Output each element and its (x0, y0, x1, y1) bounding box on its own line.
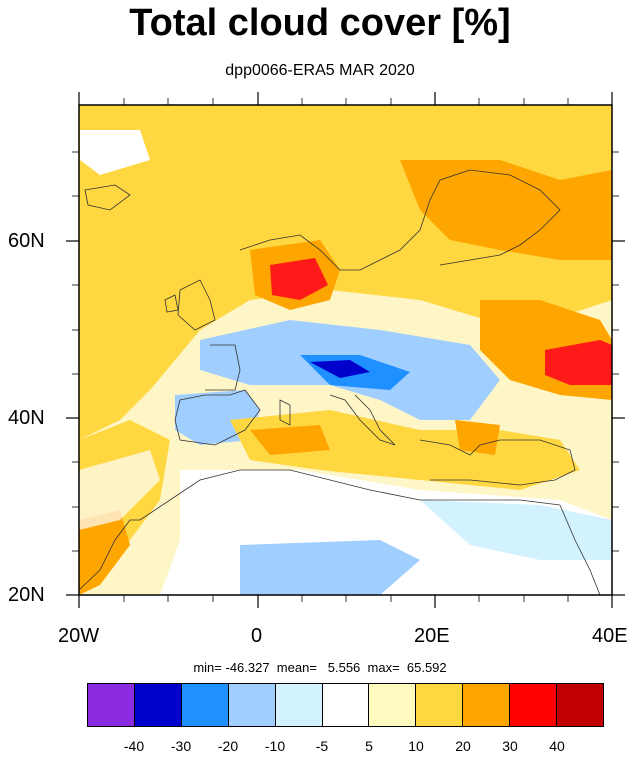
colorbar-label: -30 (170, 738, 192, 754)
anomaly-field (79, 105, 612, 595)
colorbar-label: -20 (217, 738, 239, 754)
colorbar-label: 10 (408, 738, 424, 754)
lon-ticks (78, 92, 613, 608)
colorbar-label: 30 (502, 738, 518, 754)
colorbar-box (134, 684, 182, 726)
colorbar-box (228, 684, 276, 726)
field-statistics: min= -46.327 mean= 5.556 max= 65.592 (193, 660, 447, 675)
lat-label-40n: 40N (8, 407, 45, 429)
colorbar-box (557, 684, 603, 726)
colorbar-label: 40 (549, 738, 565, 754)
plot-frame (78, 104, 613, 596)
colorbar-label: 20 (455, 738, 471, 754)
lon-label-0: 0 (251, 625, 263, 647)
colorbar-box (369, 684, 417, 726)
lon-label-20e: 20E (414, 625, 450, 647)
colorbar-label: -40 (123, 738, 145, 754)
colorbar-box (510, 684, 558, 726)
colorbar-box (181, 684, 229, 726)
lat-label-60n: 60N (8, 230, 45, 252)
colorbar-label: -10 (264, 738, 286, 754)
colorbar-label: -5 (315, 738, 329, 754)
map-subtitle: dpp0066-ERA5 MAR 2020 (225, 62, 415, 79)
colorbar (87, 683, 604, 727)
lon-label-40e: 40E (592, 625, 628, 647)
colorbar-label: 5 (365, 738, 373, 754)
map-title: Total cloud cover [%] (129, 2, 511, 44)
lon-label-20w: 20W (58, 625, 100, 647)
minor-ticks (72, 98, 619, 602)
colorbar-box (416, 684, 464, 726)
colorbar-box (322, 684, 370, 726)
colorbar-box (88, 684, 135, 726)
lat-ticks (66, 240, 625, 596)
colorbar-box (463, 684, 511, 726)
coastlines (79, 169, 601, 595)
colorbar-box (275, 684, 323, 726)
lat-label-20n: 20N (8, 584, 45, 606)
